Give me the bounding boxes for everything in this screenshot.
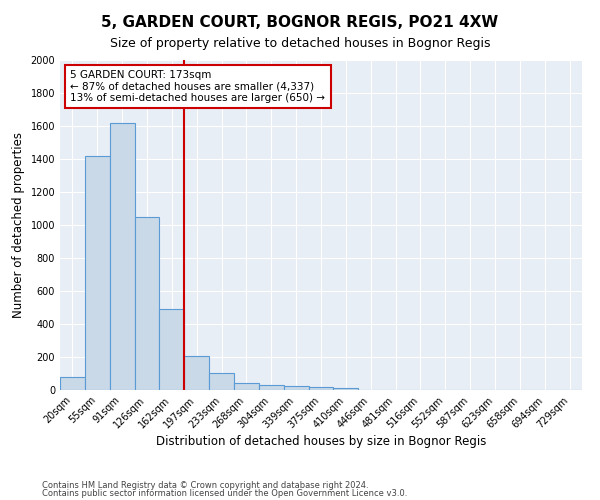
Bar <box>85 156 110 390</box>
Bar <box>284 386 308 390</box>
Bar <box>110 122 134 390</box>
Text: 5, GARDEN COURT, BOGNOR REGIS, PO21 4XW: 5, GARDEN COURT, BOGNOR REGIS, PO21 4XW <box>101 15 499 30</box>
Y-axis label: Number of detached properties: Number of detached properties <box>12 132 25 318</box>
X-axis label: Distribution of detached houses by size in Bognor Regis: Distribution of detached houses by size … <box>156 436 486 448</box>
Bar <box>60 377 85 390</box>
Text: 5 GARDEN COURT: 173sqm
← 87% of detached houses are smaller (4,337)
13% of semi-: 5 GARDEN COURT: 173sqm ← 87% of detached… <box>70 70 325 103</box>
Bar <box>234 383 259 390</box>
Bar <box>160 309 184 390</box>
Bar <box>134 217 160 390</box>
Text: Contains public sector information licensed under the Open Government Licence v3: Contains public sector information licen… <box>42 489 407 498</box>
Bar <box>259 386 284 390</box>
Bar <box>184 356 209 390</box>
Text: Contains HM Land Registry data © Crown copyright and database right 2024.: Contains HM Land Registry data © Crown c… <box>42 480 368 490</box>
Bar <box>334 388 358 390</box>
Text: Size of property relative to detached houses in Bognor Regis: Size of property relative to detached ho… <box>110 38 490 51</box>
Bar <box>209 372 234 390</box>
Bar <box>308 387 334 390</box>
